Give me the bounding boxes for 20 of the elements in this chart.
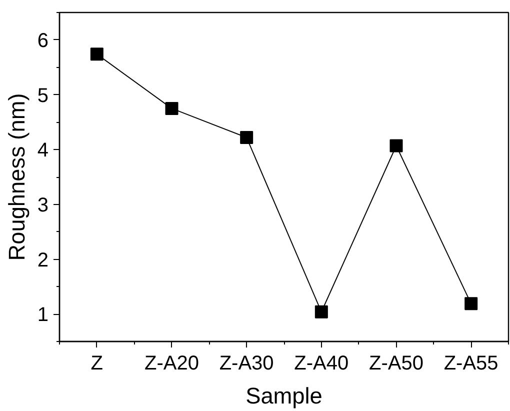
y-tick-label: 4 xyxy=(37,140,48,162)
x-tick-label: Z-A20 xyxy=(144,352,199,374)
point xyxy=(90,48,104,61)
y-tick-label: 5 xyxy=(37,84,48,107)
y-tick-label: 2 xyxy=(37,249,48,272)
point xyxy=(240,131,254,144)
y-tick-label: 1 xyxy=(37,304,48,326)
point xyxy=(464,297,478,310)
x-axis-title: Sample xyxy=(246,382,322,408)
y-tick-label: 3 xyxy=(37,194,48,216)
point xyxy=(314,305,328,318)
x-tick-label: Z-A55 xyxy=(444,352,498,374)
x-tick-label: Z-A30 xyxy=(219,352,274,374)
y-tick-label: 6 xyxy=(37,30,48,52)
y-axis-title: Roughness (nm) xyxy=(3,93,30,261)
x-tick-label: Z-A50 xyxy=(369,352,424,374)
x-tick-label: Z-A40 xyxy=(294,352,349,374)
point xyxy=(165,102,178,115)
point xyxy=(390,139,403,152)
x-tick-label: Z xyxy=(90,352,104,374)
